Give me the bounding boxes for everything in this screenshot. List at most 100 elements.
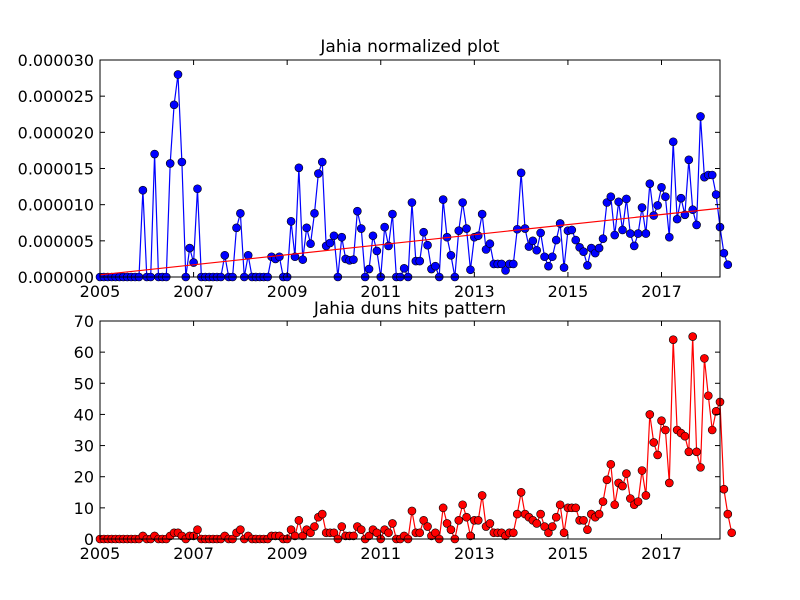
data-point <box>579 247 588 256</box>
data-point <box>473 231 483 241</box>
data-point <box>372 528 382 538</box>
data-point <box>446 251 456 260</box>
data-point <box>236 209 245 218</box>
data-point <box>220 251 230 260</box>
data-point <box>173 70 183 79</box>
data-point <box>579 516 588 525</box>
data-point <box>707 425 717 435</box>
data-point <box>692 447 701 457</box>
y-tick-label: 0.000015 <box>18 160 94 179</box>
data-point <box>622 194 631 204</box>
data-point <box>458 198 467 207</box>
data-point <box>583 261 592 270</box>
y-tick-label: 0.000010 <box>18 196 94 215</box>
data-point <box>661 425 670 435</box>
data-point <box>516 487 526 497</box>
data-point <box>727 528 737 538</box>
data-point <box>598 497 608 506</box>
data-point <box>696 463 705 472</box>
data-point <box>446 525 456 534</box>
data-point <box>310 522 319 531</box>
data-point <box>571 235 581 245</box>
y-tick-label: 0.000025 <box>18 87 94 106</box>
data-point <box>633 497 643 506</box>
data-point <box>286 525 296 534</box>
data-point <box>665 478 674 488</box>
data-point <box>637 466 647 475</box>
data-point <box>477 209 487 219</box>
x-tick-label: 2013 <box>454 544 495 563</box>
data-point <box>641 491 651 500</box>
data-point <box>185 243 194 253</box>
data-point <box>438 195 448 204</box>
data-point <box>329 528 339 538</box>
data-point <box>583 525 592 534</box>
y-tick-label: 0.000020 <box>18 123 94 142</box>
data-point <box>707 170 717 180</box>
data-point <box>236 525 245 534</box>
data-point <box>551 235 561 245</box>
data-point <box>688 332 698 341</box>
data-point <box>700 354 709 363</box>
data-point <box>528 236 538 246</box>
data-point <box>314 169 323 178</box>
data-point <box>169 100 179 110</box>
data-point <box>633 229 643 238</box>
data-point <box>419 227 428 237</box>
data-point <box>688 205 698 215</box>
data-point <box>641 229 651 238</box>
data-point <box>232 223 241 233</box>
data-point <box>388 209 397 219</box>
data-point <box>548 252 557 262</box>
x-tick-label: 2005 <box>80 544 121 563</box>
data-point <box>298 255 308 264</box>
data-point <box>602 475 612 485</box>
data-point <box>509 259 518 269</box>
data-point <box>423 522 432 531</box>
data-point <box>629 241 639 251</box>
x-tick-label: 2007 <box>173 282 214 301</box>
data-point <box>618 225 627 235</box>
data-point <box>692 220 701 230</box>
x-tick-label: 2017 <box>641 544 682 563</box>
data-point <box>536 228 545 238</box>
data-point <box>509 528 518 538</box>
data-point <box>294 516 304 525</box>
data-point <box>653 450 662 460</box>
data-point <box>298 531 308 541</box>
x-tick-label: 2011 <box>360 282 401 301</box>
data-point <box>356 525 366 534</box>
data-point <box>516 168 526 178</box>
data-point <box>349 531 358 541</box>
data-point <box>454 226 464 236</box>
data-point <box>372 246 382 256</box>
data-point <box>380 222 389 232</box>
y-tick-label: 0.000000 <box>18 268 94 287</box>
data-point <box>329 231 339 241</box>
data-point <box>150 149 159 159</box>
data-point <box>719 484 729 494</box>
data-point <box>645 410 655 419</box>
data-point <box>626 229 635 238</box>
data-point <box>548 522 557 531</box>
data-point <box>310 209 319 218</box>
x-tick-label: 2013 <box>454 282 495 301</box>
data-point <box>610 500 620 510</box>
data-point <box>388 519 397 528</box>
data-point <box>290 252 300 262</box>
x-tick-label: 2009 <box>267 282 308 301</box>
chart-title: Jahia normalized plot <box>319 37 500 57</box>
data-point <box>536 509 545 519</box>
x-tick-label: 2011 <box>360 544 401 563</box>
data-point <box>466 265 475 275</box>
data-point <box>512 509 522 519</box>
data-point <box>618 481 627 491</box>
data-point <box>653 201 662 210</box>
data-point <box>317 157 327 167</box>
data-point <box>501 266 510 275</box>
data-point <box>719 248 729 258</box>
data-point <box>657 416 666 425</box>
y-tick-label: 30 <box>74 437 94 456</box>
